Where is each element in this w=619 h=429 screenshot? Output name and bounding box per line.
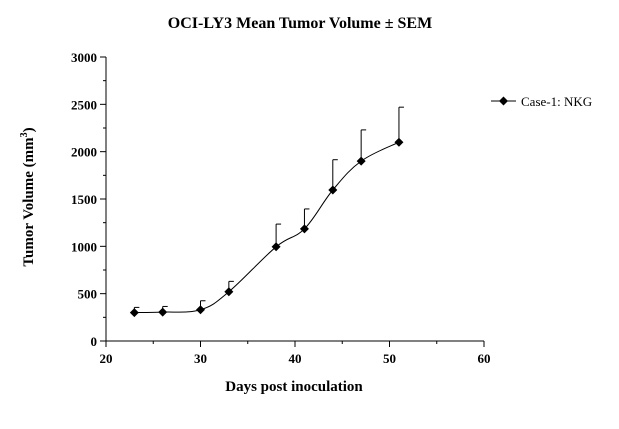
y-axis-title-superscript: 3 <box>19 132 30 137</box>
series-layer <box>129 106 404 318</box>
data-point <box>328 185 338 195</box>
y-tick-label: 2000 <box>71 145 97 160</box>
y-tick-label: 500 <box>78 287 98 302</box>
data-point <box>158 307 168 317</box>
series-line <box>134 141 400 314</box>
data-point <box>129 308 139 318</box>
y-tick-label: 2500 <box>71 97 97 112</box>
data-point <box>271 242 281 252</box>
legend-marker <box>499 96 508 106</box>
legend-label: Case-1: NKG <box>521 94 592 109</box>
axes: 0 500 1000 1500 2000 2500 3000 20 30 40 50 60 <box>71 50 491 366</box>
x-tick-label: 40 <box>289 351 302 366</box>
x-tick-label: 60 <box>478 351 491 366</box>
x-tick-label: 20 <box>100 351 113 366</box>
legend: Case-1: NKG <box>491 94 592 109</box>
data-point <box>224 287 234 297</box>
y-tick-label: 3000 <box>71 50 97 65</box>
y-tick-label: 0 <box>91 334 98 349</box>
y-tick-label: 1000 <box>71 239 97 254</box>
x-tick-label: 50 <box>383 351 396 366</box>
data-point <box>196 305 205 315</box>
data-point <box>356 156 366 166</box>
x-axis-title: Days post inoculation <box>225 379 363 395</box>
y-tick-label: 1500 <box>71 192 97 207</box>
y-axis-title-main: Tumor Volume (mm <box>21 137 37 267</box>
chart-title: OCI-LY3 Mean Tumor Volume ± SEM <box>168 15 432 32</box>
y-axis-title: Tumor Volume (mm3) <box>19 127 37 266</box>
data-point <box>299 224 309 234</box>
data-point <box>394 137 404 147</box>
y-axis-title-suffix: ) <box>21 127 37 132</box>
x-tick-label: 30 <box>194 351 207 366</box>
